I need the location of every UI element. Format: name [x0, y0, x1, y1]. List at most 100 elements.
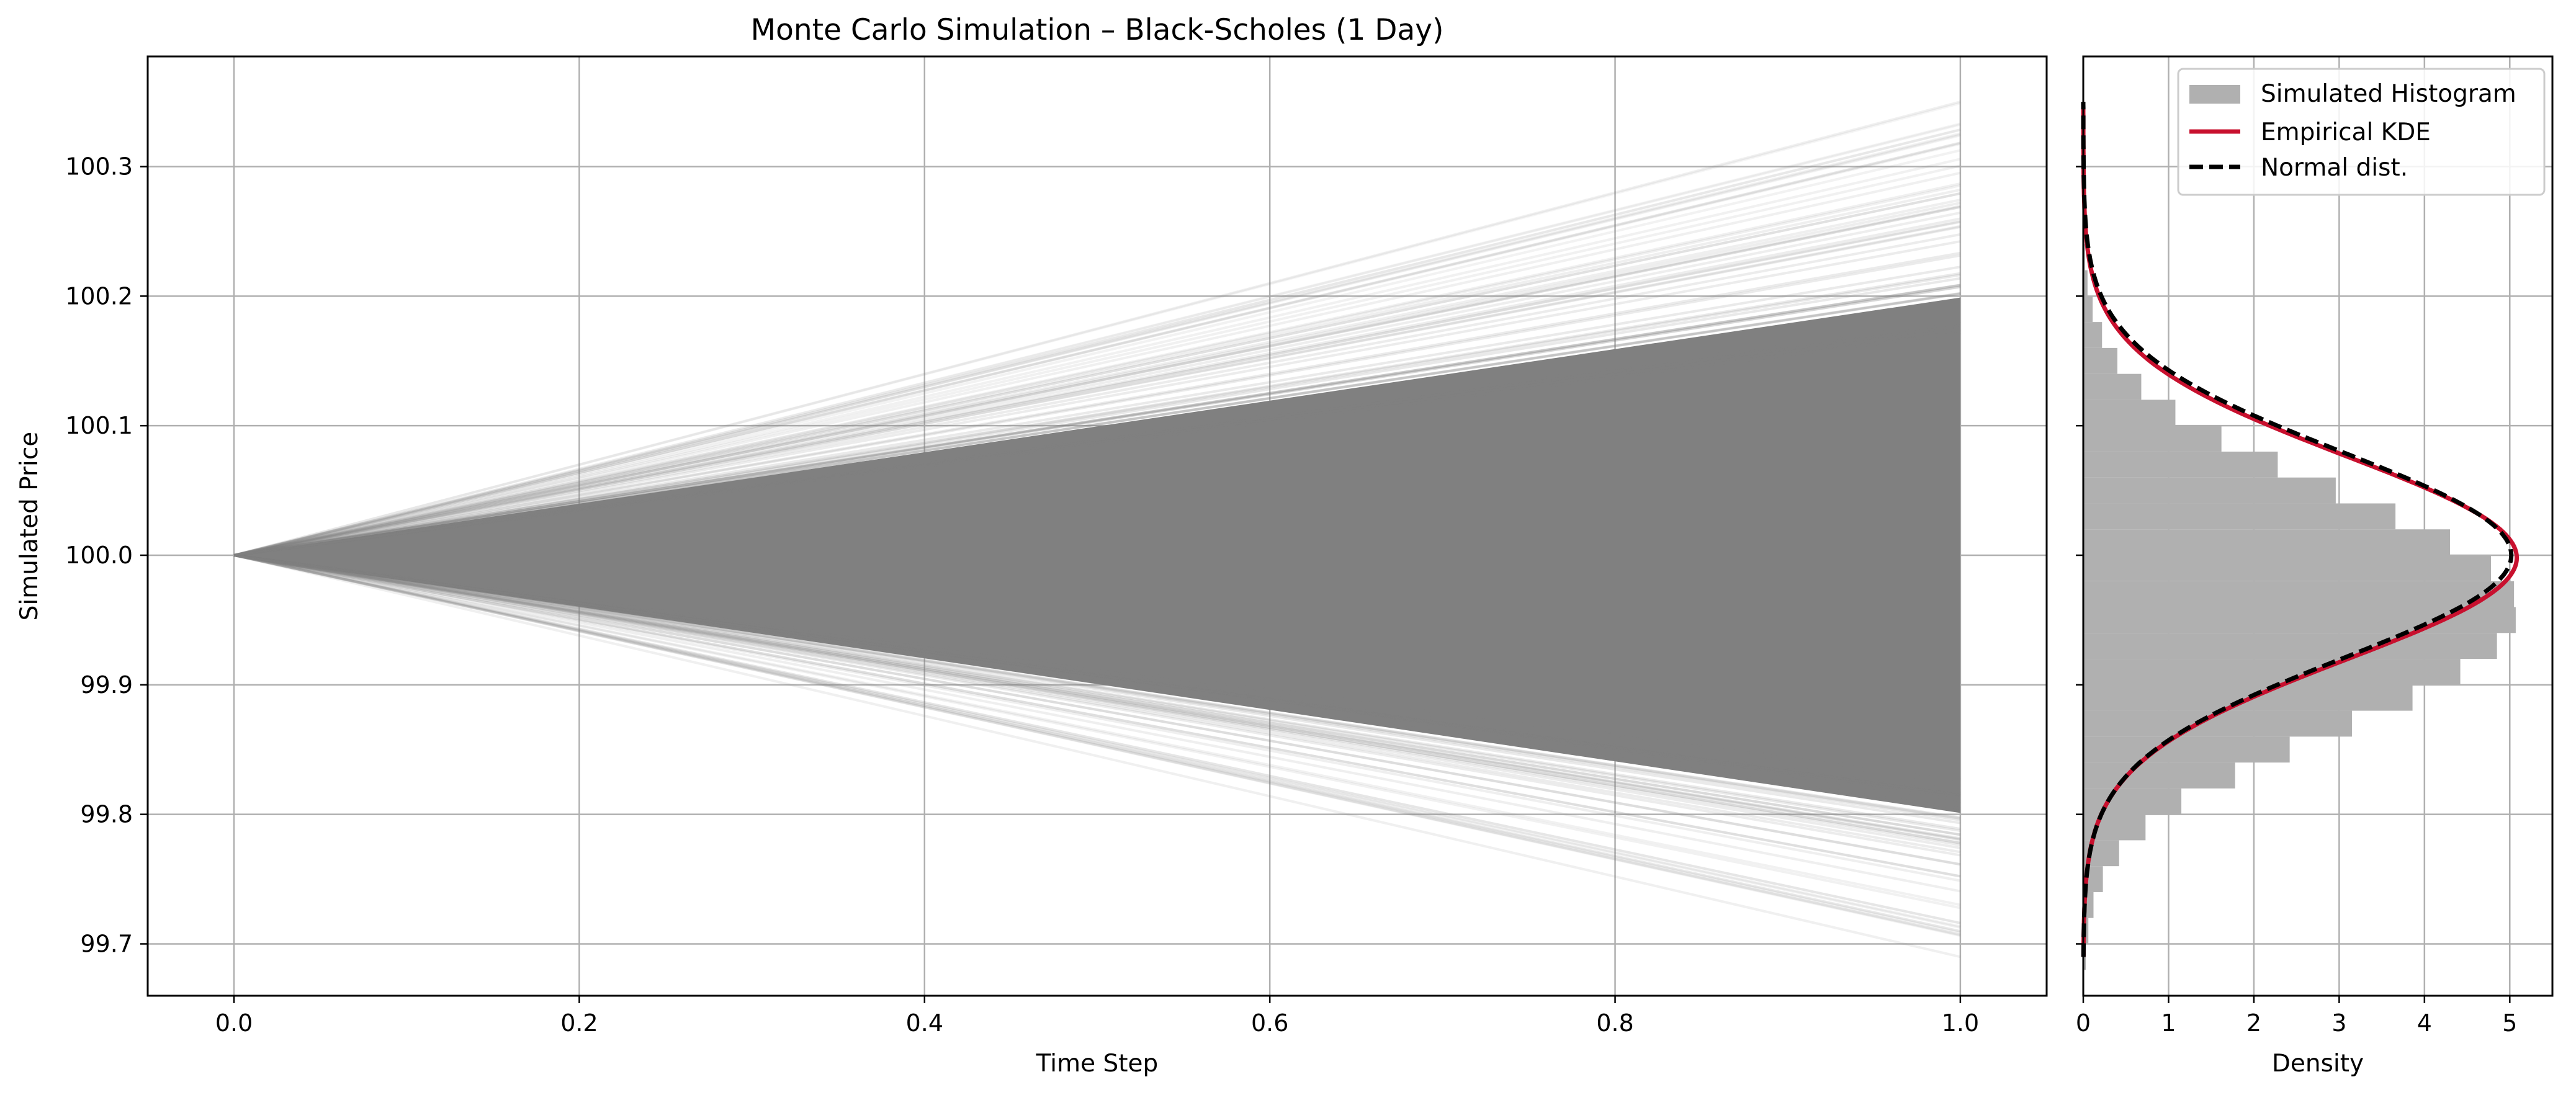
histogram-bar	[2083, 322, 2103, 348]
histogram-bar	[2083, 555, 2492, 581]
histogram-bar	[2083, 762, 2235, 789]
simulated-path	[233, 220, 1961, 556]
simulated-path	[233, 554, 1961, 819]
simulated-path	[233, 220, 1961, 556]
simulated-path	[233, 554, 1961, 798]
legend-normal-label: Normal dist.	[2261, 154, 2408, 182]
simulated-path	[233, 266, 1961, 556]
simulated-path	[233, 284, 1961, 556]
simulated-path	[233, 554, 1961, 797]
legend-histogram-label: Simulated Histogram	[2261, 80, 2516, 108]
simulated-path	[233, 277, 1961, 556]
simulated-paths-core	[234, 297, 1960, 813]
simulated-path	[233, 292, 1961, 556]
simulated-path	[233, 554, 1961, 810]
simulated-path	[233, 554, 1961, 781]
density-chart: 0 1 2 3 4 5 Density Simulated Histogram Empir…	[2076, 55, 2554, 1078]
main-y-ticks: 99.7 99.8 99.9 100.0 100.1 100.2 100.3	[65, 153, 148, 957]
simulated-path	[233, 149, 1961, 556]
histogram-bar	[2083, 736, 2290, 763]
simulated-path	[233, 554, 1961, 836]
simulated-path	[233, 554, 1961, 878]
simulated-path	[233, 132, 1961, 556]
simulated-path	[233, 274, 1961, 556]
density-x-tick-label: 5	[2502, 1009, 2517, 1037]
legend-box	[2177, 68, 2546, 196]
simulated-path	[233, 254, 1961, 556]
histogram-bar	[2083, 529, 2451, 555]
simulated-path	[233, 554, 1961, 813]
simulated-path	[233, 554, 1961, 932]
simulated-path	[233, 158, 1961, 556]
simulated-path	[233, 102, 1961, 556]
simulated-paths	[233, 101, 1961, 959]
density-x-tick-label: 4	[2417, 1009, 2432, 1037]
simulated-path	[233, 554, 1961, 805]
simulated-path	[233, 285, 1961, 556]
simulated-path	[233, 554, 1961, 833]
simulated-path	[233, 554, 1961, 803]
simulated-path	[233, 128, 1961, 556]
simulated-path	[233, 554, 1961, 878]
simulated-path	[233, 331, 1961, 556]
legend-histogram-swatch	[2189, 85, 2240, 104]
histogram-bar	[2083, 296, 2093, 323]
simulated-path	[233, 123, 1961, 556]
simulated-path	[233, 554, 1961, 928]
density-x-axis-label: Density	[2272, 1050, 2364, 1078]
y-tick-label: 99.7	[80, 930, 133, 957]
simulated-path	[233, 554, 1961, 841]
simulated-path	[233, 554, 1961, 937]
histogram-bar	[2083, 270, 2088, 297]
simulated-path	[233, 554, 1961, 929]
main-plot-frame	[146, 55, 2048, 997]
simulated-path	[233, 329, 1961, 556]
simulated-path	[233, 122, 1961, 556]
simulated-path	[233, 554, 1961, 840]
chart-title: Monte Carlo Simulation – Black-Scholes (…	[751, 13, 1444, 47]
y-axis-label: Simulated Price	[16, 432, 43, 621]
simulated-path	[233, 320, 1961, 556]
normal-dist-line	[2081, 102, 2514, 957]
simulated-path	[233, 554, 1961, 857]
legend: Simulated Histogram Empirical KDE Normal…	[2177, 68, 2546, 196]
simulated-path	[233, 554, 1961, 936]
simulated-path	[233, 554, 1961, 802]
simulated-path	[233, 205, 1961, 556]
simulated-path	[233, 554, 1961, 866]
simulated-path	[233, 141, 1961, 556]
x-tick-label: 0.8	[1596, 1009, 1633, 1037]
simulated-path	[233, 225, 1961, 556]
simulated-path	[233, 199, 1961, 556]
simulated-path	[233, 134, 1961, 556]
density-x-tick-label: 0	[2076, 1009, 2091, 1037]
simulated-path	[233, 554, 1961, 937]
histogram-bar	[2083, 633, 2497, 659]
simulated-path	[233, 554, 1961, 934]
simulated-path	[233, 554, 1961, 787]
simulated-path	[233, 142, 1961, 556]
simulated-path	[233, 554, 1961, 910]
simulated-path	[233, 554, 1961, 906]
simulated-path	[233, 554, 1961, 854]
x-tick-label: 0.6	[1251, 1009, 1288, 1037]
simulated-path	[233, 554, 1961, 841]
y-tick-label: 100.3	[65, 153, 133, 181]
simulated-path	[233, 554, 1961, 782]
simulated-path	[233, 320, 1961, 556]
simulated-path	[233, 205, 1961, 556]
simulated-path	[233, 240, 1961, 556]
simulated-path	[233, 141, 1961, 556]
histogram-bar	[2083, 659, 2461, 685]
simulated-path	[233, 554, 1961, 849]
simulated-path	[233, 554, 1961, 847]
x-tick-label: 1.0	[1942, 1009, 1979, 1037]
monte-carlo-paths-chart: 0.0 0.2 0.4 0.6 0.8 1.0 99.7 99.8 99.9 100.0 100.…	[16, 13, 2048, 1078]
simulated-path	[233, 285, 1961, 556]
simulated-path	[233, 192, 1961, 556]
simulated-path	[233, 324, 1961, 556]
histogram-bar	[2083, 373, 2142, 400]
simulated-path	[233, 554, 1961, 844]
histogram-bar	[2083, 477, 2336, 504]
